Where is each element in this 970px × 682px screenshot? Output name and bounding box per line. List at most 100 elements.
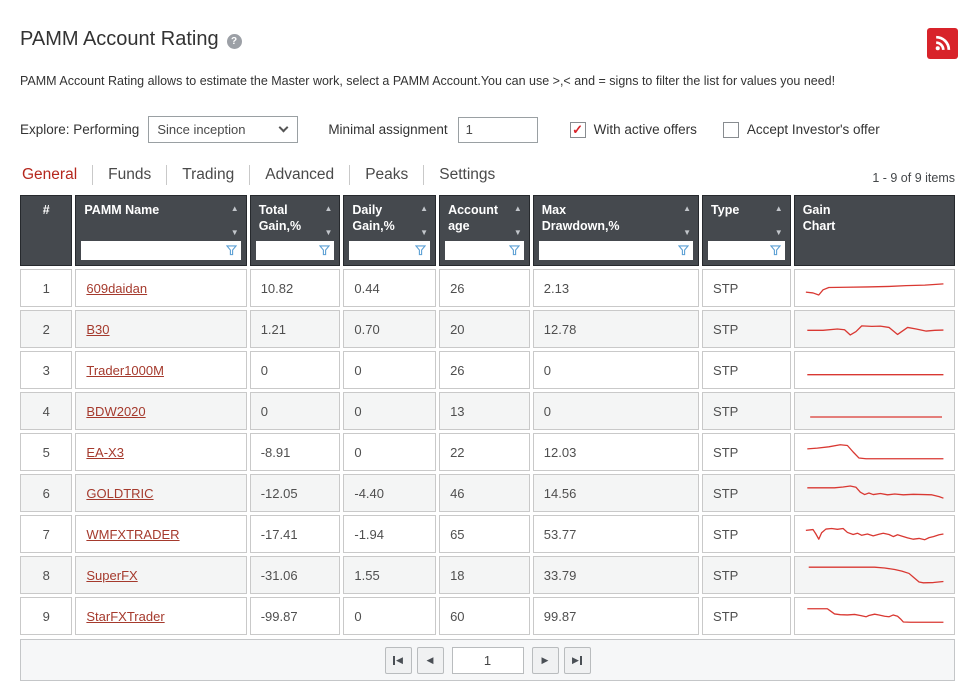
daily-gain-cell: -1.94	[343, 515, 437, 553]
sort-desc-icon[interactable]: ▼	[683, 228, 692, 237]
accept-investor-checkbox[interactable]	[722, 121, 739, 138]
account-age-cell: 20	[439, 310, 530, 348]
sort-desc-icon[interactable]: ▼	[513, 228, 522, 237]
sort-arrows: ▲ ▼	[514, 205, 522, 237]
total-gain-cell: 0	[249, 351, 341, 389]
pamm-name-link[interactable]: WMFXTRADER	[86, 526, 180, 542]
column-header-pamm_name[interactable]: PAMM Name ▲ ▼	[75, 195, 247, 266]
tab-peaks[interactable]: Peaks	[349, 165, 423, 185]
page-description: PAMM Account Rating allows to estimate t…	[20, 74, 836, 88]
sort-desc-icon[interactable]: ▼	[774, 228, 783, 237]
column-label: Max Drawdown,%	[541, 203, 620, 234]
table-row: 7 WMFXTRADER -17.41 -1.94 65 53.77 STP	[20, 515, 955, 553]
max-drawdown-cell: 14.56	[532, 474, 700, 512]
filter-funnel-icon[interactable]	[319, 245, 331, 256]
filter-input-account_age[interactable]	[445, 241, 509, 260]
period-select[interactable]: Since inception	[148, 116, 299, 143]
tab-advanced[interactable]: Advanced	[249, 165, 349, 185]
pamm-name-link[interactable]: StarFXTrader	[86, 608, 165, 624]
last-page-button[interactable]: ▶	[563, 646, 591, 674]
filter-input-max_drawdown[interactable]	[538, 241, 679, 260]
type-cell: STP	[702, 392, 791, 430]
gain-chart-cell	[793, 474, 955, 512]
rss-button[interactable]	[927, 28, 958, 59]
gain-chart-cell	[793, 515, 955, 553]
type-cell: STP	[702, 351, 791, 389]
sort-asc-icon[interactable]: ▲	[420, 204, 429, 213]
first-page-button[interactable]: ◀	[384, 646, 412, 674]
total-gain-cell: -8.91	[249, 433, 341, 471]
rss-icon	[935, 35, 951, 51]
daily-gain-cell: 0	[343, 433, 437, 471]
accept-investor-group: Accept Investor's offer	[722, 121, 880, 138]
tab-funds[interactable]: Funds	[92, 165, 166, 185]
column-label: Gain Chart	[802, 203, 836, 234]
sort-desc-icon[interactable]: ▼	[324, 228, 333, 237]
filter-input-type[interactable]	[708, 241, 770, 260]
prev-page-button[interactable]: ◀	[416, 646, 444, 674]
row-number-cell: 5	[20, 433, 73, 471]
daily-gain-cell: 1.55	[343, 556, 437, 594]
pamm-name-link[interactable]: Trader1000M	[86, 362, 164, 378]
pamm-name-cell: B30	[75, 310, 247, 348]
gain-sparkline	[803, 439, 946, 465]
daily-gain-cell: 0	[343, 597, 437, 635]
help-icon[interactable]: ?	[226, 33, 242, 49]
column-label: Type	[711, 203, 740, 217]
tab-trading[interactable]: Trading	[166, 165, 249, 185]
sort-asc-icon[interactable]: ▲	[230, 204, 239, 213]
pamm-name-link[interactable]: GOLDTRIC	[86, 485, 154, 501]
pamm-name-link[interactable]: BDW2020	[86, 403, 146, 419]
sort-desc-icon[interactable]: ▼	[420, 228, 429, 237]
pamm-name-link[interactable]: EA-X3	[86, 444, 124, 460]
column-header-daily_gain[interactable]: Daily Gain,% ▲ ▼	[343, 195, 437, 266]
type-cell: STP	[702, 433, 791, 471]
sort-asc-icon[interactable]: ▲	[774, 204, 783, 213]
pamm-name-cell: BDW2020	[75, 392, 247, 430]
gain-chart-cell	[793, 433, 955, 471]
sort-asc-icon[interactable]: ▲	[324, 204, 333, 213]
column-header-total_gain[interactable]: Total Gain,% ▲ ▼	[249, 195, 341, 266]
accept-investor-label: Accept Investor's offer	[746, 122, 880, 137]
items-count: 1 - 9 of 9 items	[872, 171, 955, 185]
with-active-offers-checkbox[interactable]: ✓	[569, 121, 586, 138]
pamm-name-cell: Trader1000M	[75, 351, 247, 389]
tab-settings[interactable]: Settings	[423, 165, 510, 185]
account-age-cell: 60	[439, 597, 530, 635]
total-gain-cell: -17.41	[249, 515, 341, 553]
next-page-button[interactable]: ▶	[531, 646, 559, 674]
column-label: #	[42, 203, 50, 217]
sort-desc-icon[interactable]: ▼	[230, 228, 239, 237]
total-gain-cell: 10.82	[249, 269, 341, 307]
minimal-assignment-input[interactable]	[457, 116, 538, 143]
column-header-num: #	[20, 195, 73, 266]
column-header-max_drawdown[interactable]: Max Drawdown,% ▲ ▼	[532, 195, 700, 266]
column-label: PAMM Name	[84, 203, 160, 217]
max-drawdown-cell: 53.77	[532, 515, 700, 553]
sort-arrows: ▲ ▼	[683, 205, 691, 237]
gain-sparkline	[803, 562, 946, 588]
prev-arrow-icon: ◀	[396, 654, 403, 665]
filter-funnel-icon[interactable]	[225, 245, 237, 256]
filter-funnel-icon[interactable]	[769, 245, 781, 256]
grid-header-row: # PAMM Name ▲ ▼ Total Gain,% ▲ ▼ Daily Gain,% ▲ ▼…	[20, 195, 955, 266]
filter-funnel-icon[interactable]	[508, 245, 520, 256]
filter-funnel-icon[interactable]	[678, 245, 690, 256]
filter-input-pamm_name[interactable]	[81, 241, 226, 260]
filter-input-total_gain[interactable]	[255, 241, 320, 260]
next-arrow-icon: ▶	[572, 654, 579, 665]
column-header-type[interactable]: Type ▲ ▼	[702, 195, 791, 266]
tab-general[interactable]: General	[22, 166, 78, 183]
pamm-name-link[interactable]: SuperFX	[86, 567, 138, 583]
sort-asc-icon[interactable]: ▲	[683, 204, 692, 213]
sort-asc-icon[interactable]: ▲	[513, 204, 522, 213]
total-gain-cell: -99.87	[249, 597, 341, 635]
pamm-name-link[interactable]: B30	[86, 321, 110, 337]
filter-funnel-icon[interactable]	[415, 245, 427, 256]
sort-arrows: ▲ ▼	[420, 205, 428, 237]
column-header-account_age[interactable]: Account age ▲ ▼	[439, 195, 530, 266]
filter-input-daily_gain[interactable]	[349, 241, 416, 260]
page-input[interactable]	[451, 646, 524, 674]
pamm-name-link[interactable]: 609daidan	[86, 280, 148, 296]
rating-grid: # PAMM Name ▲ ▼ Total Gain,% ▲ ▼ Daily Gain,% ▲ ▼…	[17, 192, 955, 638]
